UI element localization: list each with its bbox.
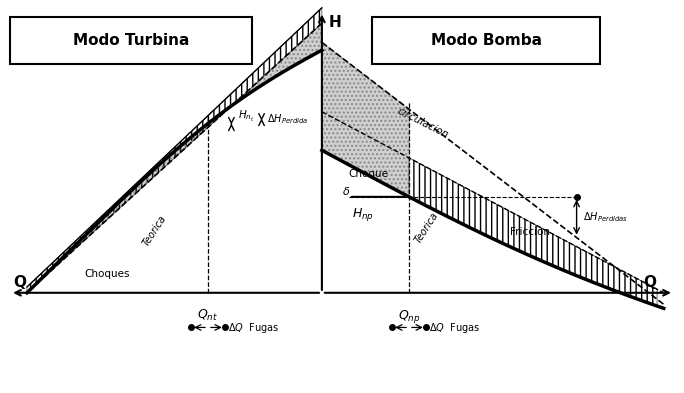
Text: Modo Turbina: Modo Turbina — [73, 33, 189, 48]
Text: Friccion: Friccion — [510, 227, 549, 237]
Text: Q: Q — [14, 275, 27, 290]
Text: $Q_{np}$: $Q_{np}$ — [398, 308, 420, 325]
Text: H: H — [328, 15, 341, 31]
Text: $\Delta Q$  Fugas: $\Delta Q$ Fugas — [429, 321, 480, 335]
Text: $\Delta H_{Perdidas}$: $\Delta H_{Perdidas}$ — [583, 210, 629, 224]
Text: Teorica: Teorica — [412, 210, 440, 245]
Text: Friccion: Friccion — [40, 42, 77, 52]
Text: Modo Bomba: Modo Bomba — [431, 33, 542, 48]
Text: $\Delta H_{Perdida}$: $\Delta H_{Perdida}$ — [267, 113, 308, 127]
Text: Choque: Choque — [349, 169, 389, 179]
Text: $H_{np}$: $H_{np}$ — [352, 206, 374, 224]
FancyBboxPatch shape — [10, 17, 252, 64]
Polygon shape — [322, 42, 409, 197]
Text: Teorica: Teorica — [141, 214, 168, 248]
Text: circulacion: circulacion — [395, 107, 450, 141]
Text: Q: Q — [644, 275, 657, 290]
FancyBboxPatch shape — [372, 17, 600, 64]
Text: Choques: Choques — [85, 269, 130, 279]
Polygon shape — [27, 23, 322, 293]
Text: $Q_{nt}$: $Q_{nt}$ — [198, 308, 218, 323]
Text: $\delta$: $\delta$ — [342, 185, 350, 197]
Text: $H_{n_t}$: $H_{n_t}$ — [238, 108, 254, 123]
Text: $\Delta Q$  Fugas: $\Delta Q$ Fugas — [228, 321, 279, 335]
